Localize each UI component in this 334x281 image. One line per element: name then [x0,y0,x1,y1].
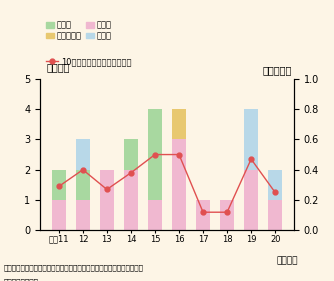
Bar [172,139,186,230]
Bar [268,200,282,230]
Bar [244,109,258,170]
Bar [52,170,66,200]
Text: （件数）: （件数） [47,63,70,72]
Text: （年度）: （年度） [277,256,298,265]
Bar [148,109,162,200]
Bar [52,200,66,230]
Bar [172,109,186,139]
Legend: 10万出発回数当たり事故件数: 10万出発回数当たり事故件数 [44,56,133,68]
Bar [268,170,282,200]
Bar [100,170,114,230]
Bar [76,139,90,170]
Bar [76,170,90,200]
Text: （注）事故件数については、特定本邦航空運送事業者によるものの数値: （注）事故件数については、特定本邦航空運送事業者によるものの数値 [3,264,143,271]
Bar [124,139,138,170]
Bar [76,200,90,230]
Bar [196,200,210,230]
Bar [124,170,138,230]
Bar [220,200,234,230]
Text: 資料）国土交通省: 資料）国土交通省 [3,278,38,281]
Bar [244,170,258,230]
Bar [148,200,162,230]
Text: （発生率）: （発生率） [263,66,292,76]
